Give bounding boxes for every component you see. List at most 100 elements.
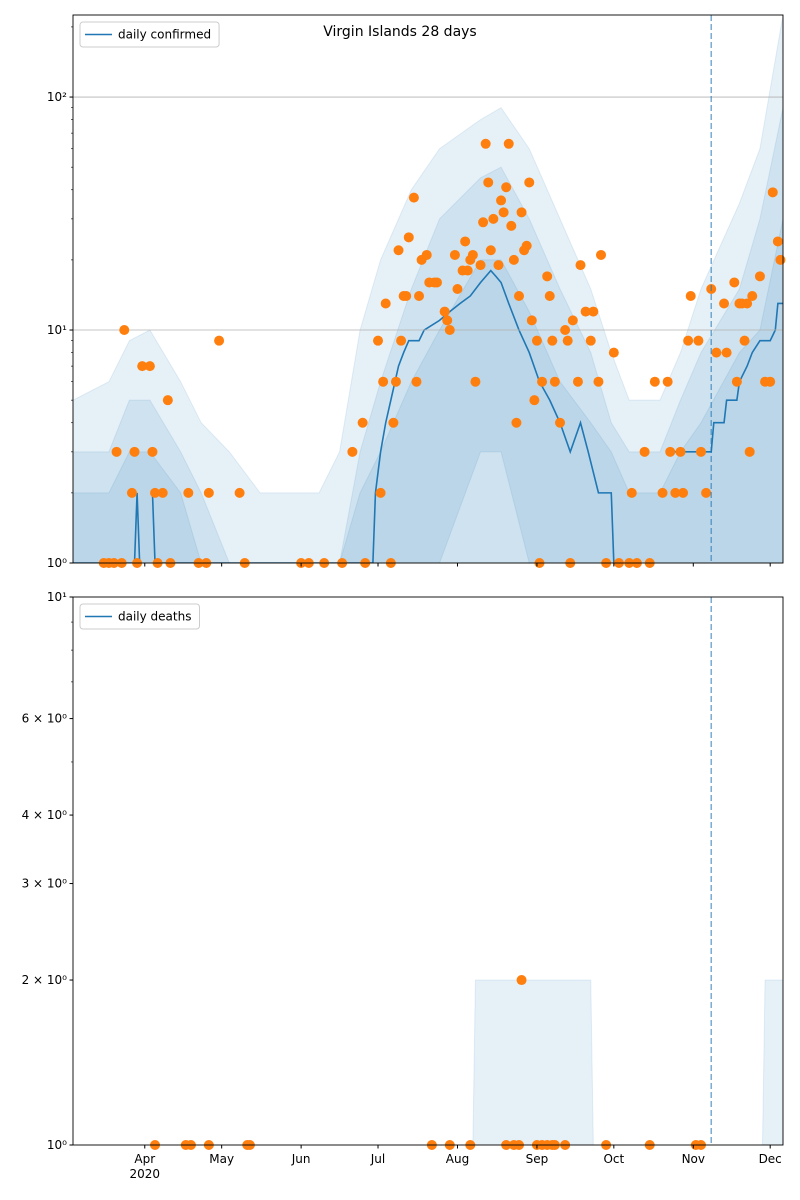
- data-point: [626, 487, 637, 498]
- data-point: [375, 487, 386, 498]
- data-point: [585, 335, 596, 346]
- data-point: [162, 395, 173, 406]
- y-tick-label: 3 × 10⁰: [22, 877, 68, 891]
- y-tick-label: 10⁰: [47, 556, 67, 570]
- legend-label: daily confirmed: [118, 28, 211, 42]
- confidence-band: [73, 15, 783, 563]
- data-point: [452, 284, 463, 294]
- data-point: [150, 487, 161, 498]
- data-point: [560, 325, 571, 336]
- legend-box: [79, 21, 220, 48]
- data-point: [483, 177, 494, 188]
- data-point: [467, 249, 478, 260]
- x-tick-label: Dec: [759, 1152, 782, 1166]
- y-tick-label: 10⁰: [47, 1138, 67, 1152]
- data-point: [470, 376, 481, 387]
- data-point: [496, 195, 507, 206]
- data-point: [516, 975, 527, 986]
- x-tick-label: Jul: [370, 1152, 385, 1166]
- data-point: [521, 240, 532, 251]
- line: [151, 269, 615, 563]
- confidence-band: [73, 107, 783, 563]
- data-point: [393, 245, 404, 256]
- data-point: [488, 213, 499, 224]
- data-point: [665, 446, 676, 457]
- data-point: [414, 290, 425, 301]
- axes-frame: [72, 596, 784, 1146]
- data-point: [608, 347, 619, 358]
- data-point: [711, 347, 722, 358]
- data-point: [678, 487, 689, 498]
- data-point: [144, 361, 155, 372]
- data-point: [498, 207, 509, 218]
- data-point: [357, 417, 368, 428]
- data-point: [408, 192, 419, 203]
- data-point: [137, 361, 148, 372]
- x-tick-label: Aug: [446, 1152, 469, 1166]
- data-point: [747, 290, 758, 301]
- data-point: [693, 335, 704, 346]
- data-point: [421, 249, 432, 260]
- data-point: [544, 290, 555, 301]
- data-point: [503, 138, 514, 149]
- data-point: [442, 315, 453, 326]
- data-point: [126, 487, 137, 498]
- data-point: [588, 306, 599, 317]
- data-point: [575, 260, 586, 271]
- data-point: [754, 271, 765, 282]
- data-point: [511, 417, 522, 428]
- data-point: [765, 376, 776, 387]
- data-point: [480, 138, 491, 149]
- confidence-band: [472, 979, 783, 1145]
- data-point: [529, 395, 540, 406]
- data-point: [119, 325, 130, 336]
- data-point: [234, 487, 245, 498]
- data-point: [731, 376, 742, 387]
- data-point: [475, 260, 486, 271]
- data-point: [501, 182, 512, 193]
- data-point: [721, 347, 732, 358]
- data-point: [562, 335, 573, 346]
- data-point: [478, 217, 489, 228]
- data-point: [685, 290, 696, 301]
- data-point: [742, 298, 753, 309]
- x-tick-label: Apr: [134, 1152, 155, 1166]
- y-tick-label: 10¹: [47, 323, 67, 337]
- plot-area: [472, 979, 783, 1145]
- data-point: [675, 446, 686, 457]
- data-point: [396, 335, 407, 346]
- legend-box: [79, 603, 200, 630]
- data-point: [739, 335, 750, 346]
- data-point: [111, 446, 122, 457]
- chart-title: Virgin Islands 28 days: [323, 24, 476, 40]
- data-point: [744, 446, 755, 457]
- data-point: [526, 315, 537, 326]
- data-point: [567, 315, 578, 326]
- data-point: [513, 290, 524, 301]
- y-tick-label: 10²: [47, 90, 67, 104]
- data-point: [531, 335, 542, 346]
- data-point: [639, 446, 650, 457]
- data-point: [462, 265, 473, 276]
- x-year-label: 2020: [129, 1167, 160, 1181]
- data-point: [683, 335, 694, 346]
- data-point: [670, 487, 681, 498]
- data-point: [695, 446, 706, 457]
- data-point: [555, 417, 566, 428]
- data-point: [506, 220, 517, 231]
- data-point: [431, 277, 442, 288]
- data-point: [411, 376, 422, 387]
- data-point: [485, 245, 496, 256]
- data-point: [537, 376, 548, 387]
- x-tick-label: Oct: [603, 1152, 624, 1166]
- data-point: [524, 177, 535, 188]
- data-point: [460, 236, 471, 247]
- data-point: [373, 335, 384, 346]
- data-point: [729, 277, 740, 288]
- data-point: [580, 306, 591, 317]
- data-point: [157, 487, 168, 498]
- data-point: [203, 487, 214, 498]
- data-point: [439, 306, 450, 317]
- data-point: [596, 249, 607, 260]
